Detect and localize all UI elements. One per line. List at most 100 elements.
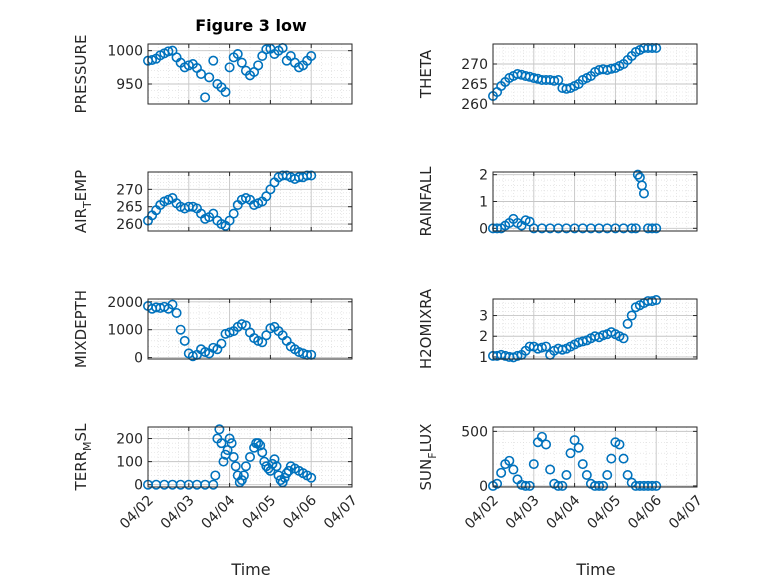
y-tick-label: 3 — [479, 309, 488, 325]
data-point — [651, 480, 662, 491]
data-point — [577, 459, 588, 470]
data-point — [271, 461, 282, 472]
subplot-pressure: 950 1000 PRESSURE — [72, 35, 353, 114]
data-point — [618, 333, 629, 344]
data-point — [253, 438, 264, 449]
data-point — [257, 447, 268, 458]
y-tick-label: 100 — [116, 455, 143, 471]
data-point — [647, 296, 658, 307]
x-tick-label: 04/02 — [462, 493, 502, 533]
series-sun_flux — [487, 431, 662, 491]
data-point — [228, 208, 239, 219]
y-tick-label: 0 — [479, 479, 488, 495]
data-point — [306, 170, 317, 181]
x-tick-label: 04/03 — [503, 493, 543, 533]
data-point — [626, 310, 637, 321]
x-tick-label: 04/07 — [321, 493, 361, 533]
subplot-sun_flux: 0 500 SUNFLUX 04/02 04/03 04/04 04/05 04/06 04/0… — [417, 424, 706, 533]
y-tick-label: 260 — [116, 217, 143, 233]
data-point — [520, 480, 531, 491]
subplot-theta: 260 265 270 THETA — [417, 42, 698, 113]
y-tick-label: 265 — [116, 200, 143, 216]
data-point — [208, 55, 219, 66]
data-point — [220, 87, 231, 98]
data-point — [196, 69, 207, 80]
data-point — [179, 335, 190, 346]
data-point — [541, 341, 552, 352]
y-tick-label: 270 — [461, 57, 488, 73]
y-tick-label: 2 — [479, 329, 488, 345]
y-tick-label: 265 — [461, 77, 488, 93]
data-point — [569, 435, 580, 446]
subplot-rainfall: 0 1 2 RAINFALL — [417, 166, 698, 237]
data-point — [238, 470, 249, 481]
data-point — [171, 307, 182, 318]
y-axis-label: H2OMIXRA — [417, 288, 435, 369]
axes-frame — [492, 171, 698, 232]
data-point — [598, 330, 609, 341]
series-terr_msl — [143, 424, 317, 490]
subplot-terr_msl: 0 100 200 TERRMSL 04/02 04/03 04/04 04/05 04/06 0… — [72, 423, 361, 532]
data-point — [261, 44, 272, 55]
series-pressure — [143, 42, 317, 103]
y-tick-label: 1 — [479, 350, 488, 366]
x-axis-label-right: Time — [575, 560, 615, 579]
data-point — [224, 62, 235, 73]
y-axis-label: RAINFALL — [417, 166, 435, 237]
data-point — [536, 342, 547, 353]
data-point — [614, 439, 625, 450]
data-point — [214, 424, 225, 435]
data-point — [255, 440, 266, 451]
data-point — [622, 469, 633, 480]
data-point — [557, 344, 568, 355]
data-point — [638, 188, 649, 199]
data-point — [549, 75, 560, 86]
data-point — [302, 170, 313, 181]
data-point — [647, 223, 658, 234]
subplot-mixdepth: 0 1000 2000 MIXDEPTH — [72, 290, 353, 368]
data-point — [651, 295, 662, 306]
data-point — [618, 453, 629, 464]
data-point — [541, 439, 552, 450]
y-tick-label: 2 — [479, 168, 488, 184]
axes-frame — [492, 298, 698, 360]
data-point — [504, 455, 515, 466]
data-point — [200, 92, 211, 103]
data-point — [306, 472, 317, 483]
y-tick-label: 260 — [461, 97, 488, 113]
data-point — [626, 223, 637, 234]
data-point — [536, 431, 547, 442]
data-point — [210, 470, 221, 481]
y-axis-label: PRESSURE — [72, 35, 90, 114]
x-axis-label-left: Time — [230, 560, 270, 579]
data-point — [545, 464, 556, 475]
data-point — [565, 448, 576, 459]
y-axis-label: AIRTEMP — [72, 170, 94, 233]
y-tick-label: 270 — [116, 182, 143, 198]
x-tick-label: 04/04 — [544, 492, 584, 532]
data-point — [573, 442, 584, 453]
data-point — [622, 318, 633, 329]
axes-frame — [147, 298, 353, 360]
series-mixdepth — [143, 299, 317, 362]
data-point — [553, 480, 564, 491]
data-point — [245, 451, 256, 462]
data-point — [236, 57, 247, 68]
data-point — [508, 464, 519, 475]
series-air_temp — [143, 170, 317, 231]
data-point — [553, 75, 564, 86]
x-tick-label: 04/05 — [239, 493, 279, 533]
series-theta — [487, 42, 662, 102]
y-axis-label: MIXDEPTH — [72, 290, 90, 368]
x-tick-label: 04/06 — [280, 492, 320, 532]
y-tick-label: 2000 — [107, 295, 143, 311]
x-tick-label: 04/07 — [666, 493, 706, 533]
data-point — [602, 469, 613, 480]
figure-title: Figure 3 low — [195, 16, 307, 35]
axes-background — [148, 172, 352, 231]
data-point — [224, 433, 235, 444]
data-point — [204, 72, 215, 83]
data-point — [512, 350, 523, 361]
data-point — [228, 451, 239, 462]
